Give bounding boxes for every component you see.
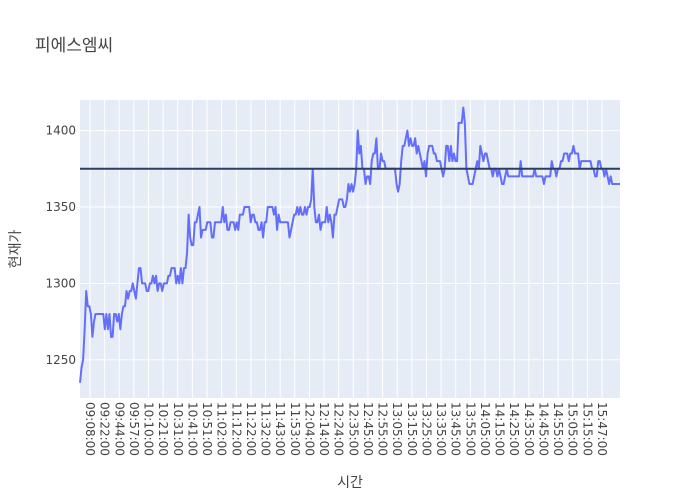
x-tick-label: 09:22:00 xyxy=(98,402,112,456)
y-tick-labels: 1250 1300 1350 1400 xyxy=(45,124,76,367)
x-axis-title: 시간 xyxy=(337,475,363,491)
x-tick-label: 11:43:00 xyxy=(273,402,287,456)
x-tick-label: 14:45:00 xyxy=(536,402,550,456)
x-tick-label: 14:05:00 xyxy=(478,402,492,456)
grid-lines xyxy=(80,100,620,398)
x-tick-label: 10:10:00 xyxy=(142,402,156,456)
x-tick-label: 11:12:00 xyxy=(229,402,243,456)
x-tick-label: 14:15:00 xyxy=(493,402,507,456)
plot-background xyxy=(80,100,620,398)
x-tick-label: 09:44:00 xyxy=(112,402,126,456)
x-tick-label: 15:15:00 xyxy=(580,402,594,456)
x-tick-label: 12:45:00 xyxy=(361,402,375,456)
x-tick-label: 13:45:00 xyxy=(449,402,463,456)
chart-title: 피에스엠씨 xyxy=(35,36,113,56)
x-tick-label: 11:02:00 xyxy=(215,402,229,456)
y-axis-title: 현재가 xyxy=(8,230,24,269)
x-tick-label: 10:31:00 xyxy=(171,402,185,456)
x-tick-labels: 09:08:00 09:22:00 09:44:00 09:57:00 10:10:00… xyxy=(83,402,609,456)
x-tick-label: 12:35:00 xyxy=(346,402,360,456)
x-tick-label: 11:53:00 xyxy=(288,402,302,456)
x-tick-label: 11:32:00 xyxy=(259,402,273,456)
x-tick-label: 15:47:00 xyxy=(595,402,609,456)
x-tick-label: 14:25:00 xyxy=(507,402,521,456)
x-tick-label: 12:55:00 xyxy=(376,402,390,456)
y-tick-label: 1250 xyxy=(45,353,76,367)
x-tick-label: 14:55:00 xyxy=(551,402,565,456)
x-tick-label: 11:22:00 xyxy=(244,402,258,456)
x-tick-label: 12:24:00 xyxy=(332,402,346,456)
x-tick-label: 13:05:00 xyxy=(390,402,404,456)
x-tick-label: 10:41:00 xyxy=(185,402,199,456)
x-tick-label: 15:05:00 xyxy=(566,402,580,456)
x-tick-label: 10:21:00 xyxy=(156,402,170,456)
y-tick-label: 1300 xyxy=(45,276,76,290)
x-tick-label: 12:04:00 xyxy=(302,402,316,456)
x-tick-label: 09:57:00 xyxy=(127,402,141,456)
y-tick-label: 1400 xyxy=(45,124,76,138)
x-tick-label: 13:35:00 xyxy=(434,402,448,456)
x-tick-label: 12:14:00 xyxy=(317,402,331,456)
x-tick-label: 10:51:00 xyxy=(200,402,214,456)
x-tick-label: 13:25:00 xyxy=(419,402,433,456)
price-line xyxy=(79,106,620,383)
x-tick-label: 14:35:00 xyxy=(522,402,536,456)
x-tick-label: 09:08:00 xyxy=(83,402,97,456)
x-tick-label: 13:55:00 xyxy=(463,402,477,456)
y-tick-label: 1350 xyxy=(45,200,76,214)
x-tick-label: 13:15:00 xyxy=(405,402,419,456)
